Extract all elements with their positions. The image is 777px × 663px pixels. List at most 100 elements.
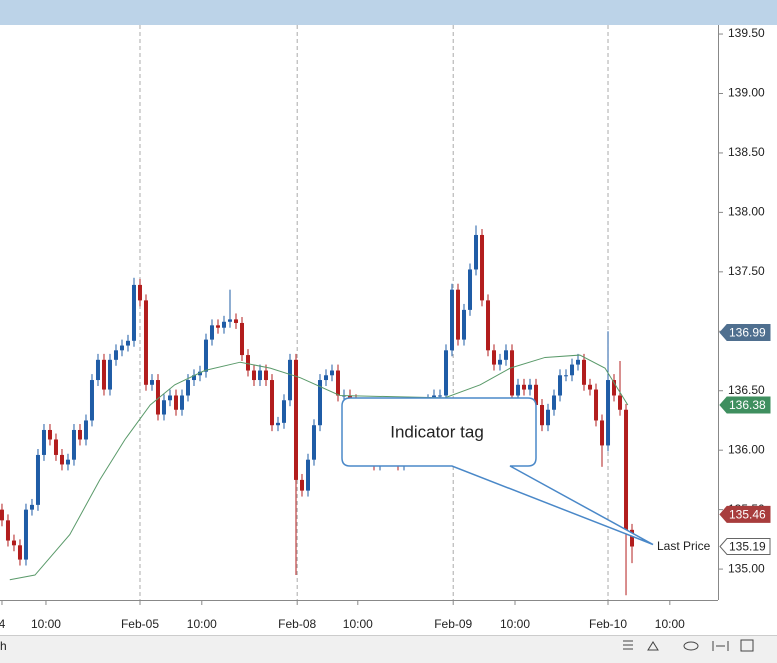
candle-body: [71, 429, 76, 460]
x-tick-label: Feb-05: [121, 617, 159, 631]
candle-body: [317, 380, 322, 426]
candle-body: [173, 395, 178, 410]
calendar-icon[interactable]: [740, 639, 754, 652]
candle-body: [143, 300, 148, 385]
candle-body: [510, 350, 515, 396]
candle-body: [77, 429, 82, 440]
x-tick-label: 10:00: [343, 617, 373, 631]
candle-body: [450, 289, 455, 351]
candle-body: [251, 370, 256, 381]
candle-body: [119, 345, 124, 351]
candle-body: [534, 384, 539, 406]
candle-body: [107, 359, 112, 390]
candle-body: [498, 359, 503, 365]
candle-body: [215, 325, 220, 328]
candle-body: [155, 380, 160, 415]
candle-body: [131, 284, 136, 341]
candle-body: [245, 355, 250, 371]
candle-body: [564, 375, 569, 377]
x-tick-label: 4: [0, 617, 6, 631]
candle-body: [179, 395, 184, 410]
candle-body: [0, 509, 4, 521]
toolbar-icons: [623, 639, 754, 652]
candle-body: [299, 479, 304, 491]
x-tick-label: Feb-10: [589, 617, 627, 631]
y-tick-label: 139.50: [728, 26, 765, 40]
candle-body: [311, 425, 316, 460]
y-tick-label: 138.00: [728, 205, 765, 219]
callout-text: Indicator tag: [390, 422, 484, 441]
candle-body: [576, 359, 581, 365]
candle-body: [474, 234, 479, 270]
candle-body: [504, 350, 509, 360]
candle-body: [59, 454, 64, 465]
candle-body: [239, 322, 244, 356]
candle-body: [167, 395, 172, 401]
candle-body: [263, 370, 268, 381]
x-tick-label: 10:00: [187, 617, 217, 631]
candle-body: [35, 454, 40, 505]
candle-body: [197, 371, 202, 376]
candle-body: [594, 389, 599, 421]
price-tag: [719, 396, 771, 414]
toolbar: [0, 635, 777, 663]
candle-body: [468, 269, 473, 310]
price-tag: [719, 505, 771, 523]
candle-body: [606, 380, 611, 446]
price-tag: [719, 323, 771, 341]
x-tick-label: Feb-09: [434, 617, 472, 631]
candle-body: [203, 339, 208, 372]
candle-body: [287, 359, 292, 401]
x-tick-label: 10:00: [500, 617, 530, 631]
candle-body: [257, 370, 262, 381]
x-tick-label: Feb-08: [278, 617, 316, 631]
candle-body: [552, 395, 557, 410]
price-tag: [719, 537, 771, 555]
candle-body: [209, 325, 214, 340]
candle-body: [29, 504, 34, 510]
title-bar: [0, 0, 777, 25]
candle-body: [113, 350, 118, 360]
price-tag-label: 135.19: [729, 540, 766, 554]
callout: [341, 397, 654, 546]
candle-body: [191, 375, 196, 381]
price-tag-label: 135.46: [729, 508, 766, 522]
candle-body: [101, 359, 106, 390]
candle-body: [275, 422, 280, 426]
candle-body: [137, 284, 142, 301]
candle-body: [588, 384, 593, 390]
candle-body: [227, 319, 232, 322]
view-icon[interactable]: [683, 641, 699, 651]
last-price-label: Last Price: [657, 539, 711, 553]
candle-body: [612, 380, 617, 396]
candle-body: [221, 321, 226, 328]
candle-body: [161, 400, 166, 415]
candle-body: [624, 409, 629, 530]
draw-icon[interactable]: [647, 641, 659, 651]
candle-body: [41, 429, 46, 455]
candle-body: [83, 420, 88, 440]
candle-body: [522, 384, 527, 390]
candle-body: [600, 420, 605, 446]
y-tick-label: 139.00: [728, 86, 765, 100]
y-tick-label: 135.00: [728, 561, 765, 575]
x-tick-label: 10:00: [31, 617, 61, 631]
candle-body: [335, 370, 340, 396]
candle-body: [305, 459, 310, 491]
candle-body: [53, 439, 58, 455]
candle-body: [456, 289, 461, 340]
y-tick-label: 136.00: [728, 442, 765, 456]
candle-body: [269, 380, 274, 426]
menu-icon[interactable]: [623, 640, 633, 650]
candle-body: [293, 359, 298, 480]
candle-body: [558, 375, 563, 396]
candle-body: [11, 540, 16, 546]
candle-body: [65, 459, 70, 465]
candle-body: [540, 405, 545, 426]
candle-body: [323, 375, 328, 381]
candle-body: [462, 309, 467, 340]
candle-body: [95, 359, 100, 381]
candle-body: [516, 384, 521, 396]
fit-icon[interactable]: [712, 641, 729, 651]
